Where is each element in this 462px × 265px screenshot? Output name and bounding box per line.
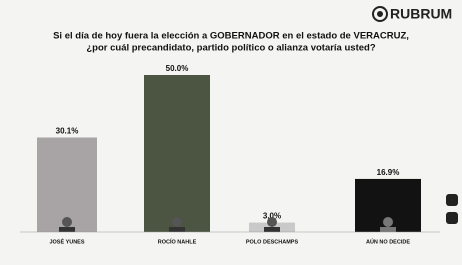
chart-title: ¿por cuál precandidato, partido político… (86, 43, 375, 54)
value-label: 50.0% (166, 64, 189, 73)
social-icon (446, 212, 458, 224)
portrait-head (62, 217, 72, 227)
chart: RUBRUM Si el día de hoy fuera la elecció… (0, 0, 462, 265)
brand: RUBRUM (390, 6, 452, 22)
x-tick-label: POLO DESCHAMPS (246, 239, 299, 245)
x-tick-label: JOSÉ YUNES (49, 237, 84, 245)
value-label: 16.9% (377, 168, 400, 177)
x-tick-label: AÚN NO DECIDE (366, 238, 410, 245)
brand-logo-dot (377, 11, 383, 17)
bar (144, 75, 210, 232)
portrait-head (383, 217, 393, 227)
portrait-body (169, 227, 185, 232)
portrait-body (264, 227, 280, 232)
chart-title: Si el día de hoy fuera la elección a GOB… (53, 31, 409, 42)
portrait-head (267, 217, 277, 227)
portrait-body (380, 227, 396, 232)
x-tick-label: ROCÍO NAHLE (158, 237, 197, 245)
portrait-body (59, 227, 75, 232)
value-label: 30.1% (56, 127, 79, 136)
social-icon (446, 194, 458, 206)
portrait-head (172, 217, 182, 227)
